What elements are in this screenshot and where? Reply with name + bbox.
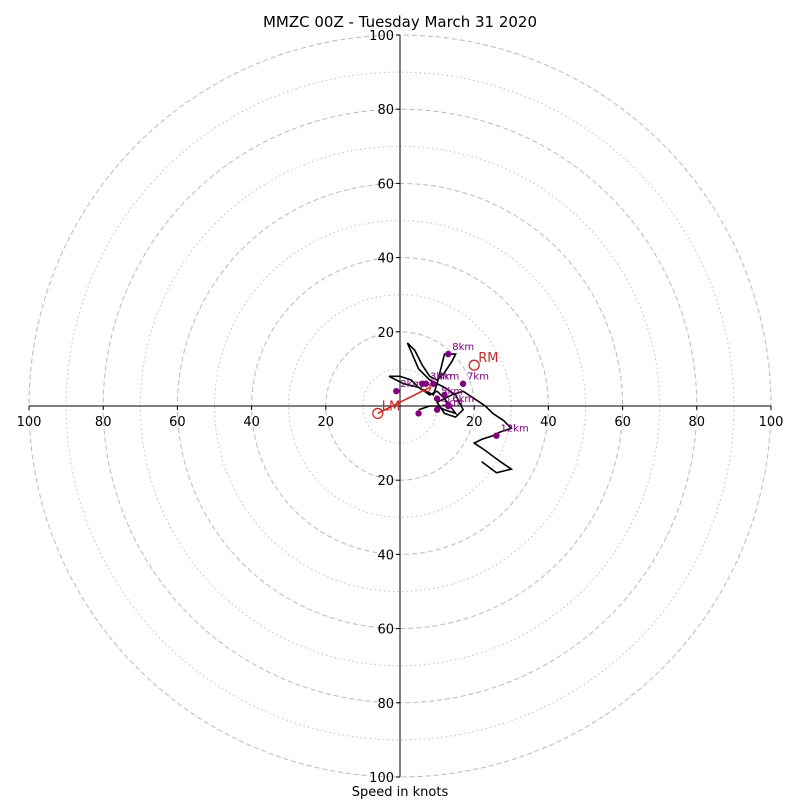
height-marker-label: 7km — [467, 372, 489, 383]
shear-vector-line — [377, 386, 431, 415]
height-marker-point — [433, 395, 441, 402]
y-tick-label: 100 — [369, 771, 394, 786]
x-tick-label: 40 — [540, 415, 557, 430]
rm-storm-motion-label: RM — [478, 351, 498, 366]
height-marker-point — [445, 350, 452, 358]
x-tick-label: 20 — [318, 415, 335, 430]
x-tick-label: 40 — [243, 415, 260, 430]
y-tick-label: 80 — [377, 103, 394, 118]
y-tick-label: 100 — [369, 29, 394, 44]
rm-storm-motion-marker — [468, 359, 480, 371]
x-tick-label: 80 — [95, 415, 112, 430]
x-tick-label: 60 — [169, 415, 186, 430]
x-axis-label: Speed in knots — [352, 785, 449, 800]
height-marker-label: 2km — [400, 379, 422, 390]
height-marker-point — [493, 432, 500, 439]
tick-labels: 100 80 60 40 20 20 40 60 80 100 100 80 60 40 20 20 40 60 8… — [17, 29, 784, 786]
y-tick-label: 20 — [377, 326, 394, 341]
height-marker-point — [445, 402, 452, 410]
lm-storm-motion-label: LM — [382, 399, 400, 414]
height-marker-point — [393, 387, 400, 395]
height-marker-label: 6km — [452, 394, 474, 405]
height-marker-point — [441, 391, 448, 399]
height-marker-label: 5km — [441, 398, 463, 409]
x-tick-label: 100 — [759, 415, 784, 430]
hodograph-line — [388, 342, 514, 474]
x-tick-label: 20 — [466, 415, 483, 430]
y-tick-label: 60 — [377, 623, 394, 638]
axes — [29, 35, 771, 777]
y-tick-label: 60 — [377, 177, 394, 192]
height-marker-label: 5km — [441, 387, 463, 398]
height-marker-point — [415, 410, 422, 417]
height-marker-point — [433, 406, 441, 413]
x-tick-label: 100 — [17, 415, 42, 430]
height-marker-point — [419, 380, 426, 387]
height-marker-label: 3km — [430, 372, 452, 383]
x-tick-label: 60 — [614, 415, 631, 430]
height-marker-label: 12km — [500, 424, 528, 435]
height-marker-label: 8km — [452, 342, 474, 353]
height-marker-point — [459, 380, 467, 387]
chart-title: MMZC 00Z - Tuesday March 31 2020 — [263, 13, 537, 31]
y-tick-label: 40 — [377, 548, 394, 563]
height-marker-point — [430, 380, 437, 387]
y-tick-label: 20 — [377, 474, 394, 489]
y-tick-label: 80 — [377, 697, 394, 712]
x-tick-label: 80 — [689, 415, 706, 430]
lm-storm-motion-marker — [372, 407, 384, 420]
height-marker-label: 4km — [437, 372, 459, 383]
y-tick-label: 40 — [377, 252, 394, 267]
